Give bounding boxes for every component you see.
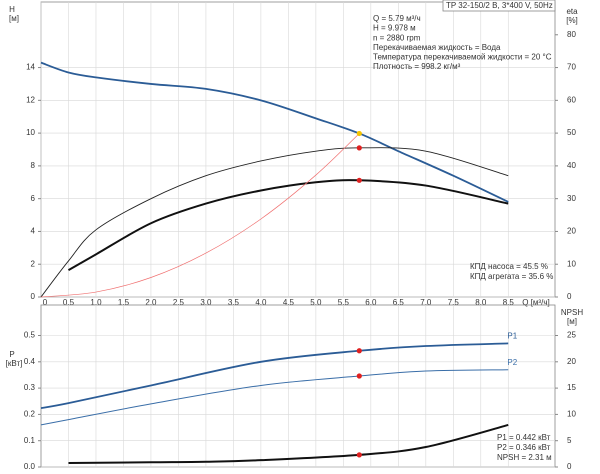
x-axis-label: Q [м³/ч]: [522, 298, 549, 307]
x-tick-label: 7.0: [420, 298, 432, 307]
x-tick-label: 4.0: [255, 298, 267, 307]
operating-point: [356, 130, 362, 137]
y-tick-label: 12: [26, 95, 35, 104]
series-line: [40, 369, 509, 426]
y2-tick-label: 25: [567, 331, 576, 340]
y2-tick-label: 20: [567, 227, 576, 236]
y2-axis-label: NPSH: [561, 308, 583, 317]
y2-tick-label: 20: [567, 357, 576, 366]
operating-point: [356, 452, 362, 458]
series-line: [67, 179, 509, 271]
operating-point: [356, 348, 362, 354]
x-tick-label: 8.5: [503, 298, 515, 307]
y2-tick-label: 50: [567, 128, 576, 137]
info-text: Перекачиваемая жидкость = Вода: [373, 43, 501, 52]
plot-frame: [40, 304, 556, 468]
y2-tick-label: 0: [567, 292, 572, 301]
y-axis-unit: [кВт]: [6, 359, 23, 368]
y-tick-label: 10: [26, 128, 35, 137]
y2-tick-label: 60: [567, 95, 576, 104]
y-tick-label: 0.3: [24, 383, 36, 392]
info-text: n = 2880 rpm: [373, 33, 421, 42]
y2-tick-label: 15: [567, 383, 576, 392]
info-text: Температура перекачиваемой жидкости = 20…: [373, 53, 552, 62]
chart-title: TP 32-150/2 B, 3*400 V, 50Hz: [446, 1, 553, 10]
y2-axis-label: eta: [566, 7, 578, 16]
y-axis-label: P: [9, 350, 14, 359]
series-label: P2: [507, 358, 517, 367]
y-tick-label: 2: [31, 259, 36, 268]
y-axis-unit: [м]: [9, 14, 19, 23]
y2-axis-unit: [%]: [566, 16, 578, 25]
y-tick-label: 8: [31, 161, 36, 170]
y2-tick-label: 30: [567, 194, 576, 203]
info-text: КПД агрегата = 35.6 %: [470, 272, 553, 281]
info-text: P2 = 0.346 кВт: [497, 443, 551, 452]
x-tick-label: 2.5: [173, 298, 185, 307]
y2-tick-label: 70: [567, 63, 576, 72]
y-tick-label: 0.1: [24, 436, 36, 445]
y2-tick-label: 40: [567, 161, 576, 170]
y-tick-label: 0.0: [24, 462, 36, 471]
info-text: H = 9.978 м: [373, 24, 416, 33]
x-tick-label: 2.0: [145, 298, 157, 307]
x-tick-label: 0.5: [63, 298, 75, 307]
info-text: Плотность = 998.2 кг/м³: [373, 62, 461, 71]
y2-axis-unit: [м]: [567, 317, 577, 326]
x-tick-label: 8.0: [475, 298, 487, 307]
y-tick-label: 14: [26, 63, 35, 72]
info-text: NPSH = 2.31 м: [497, 453, 552, 462]
x-tick-label: 5.5: [338, 298, 350, 307]
x-tick-label: 0: [43, 298, 48, 307]
y-tick-label: 0.4: [24, 357, 36, 366]
x-tick-label: 3.5: [228, 298, 240, 307]
x-tick-label: 5.0: [310, 298, 322, 307]
operating-point: [356, 145, 362, 151]
y-tick-label: 0.5: [24, 331, 36, 340]
series-line: [68, 423, 509, 465]
title-box: [442, 0, 556, 12]
y2-tick-label: 5: [567, 436, 572, 445]
x-tick-label: 7.5: [448, 298, 460, 307]
x-tick-label: 4.5: [283, 298, 295, 307]
x-tick-label: 3.0: [200, 298, 212, 307]
y-tick-label: 6: [31, 194, 36, 203]
y2-tick-label: 10: [567, 259, 576, 268]
y2-tick-label: 10: [567, 410, 576, 419]
y-tick-label: 4: [31, 227, 36, 236]
info-text: P1 = 0.442 кВт: [497, 433, 551, 442]
x-tick-label: 1.5: [118, 298, 130, 307]
info-text: КПД насоса = 45.5 %: [470, 262, 548, 271]
series-line: [40, 147, 509, 298]
y-axis-label: H: [9, 5, 15, 14]
operating-point: [356, 373, 362, 379]
operating-point: [356, 177, 362, 183]
y2-tick-label: 80: [567, 30, 576, 39]
x-tick-label: 6.5: [393, 298, 405, 307]
info-text: Q = 5.79 м³/ч: [373, 14, 421, 23]
y2-tick-label: 0: [567, 462, 572, 471]
y-tick-label: 0.2: [24, 410, 36, 419]
series-line: [40, 342, 509, 409]
series-line: [40, 61, 509, 203]
y-tick-label: 0: [31, 292, 36, 301]
series-line: [40, 133, 360, 298]
x-tick-label: 6.0: [365, 298, 377, 307]
x-tick-label: 1.0: [90, 298, 102, 307]
series-label: P1: [507, 332, 517, 341]
